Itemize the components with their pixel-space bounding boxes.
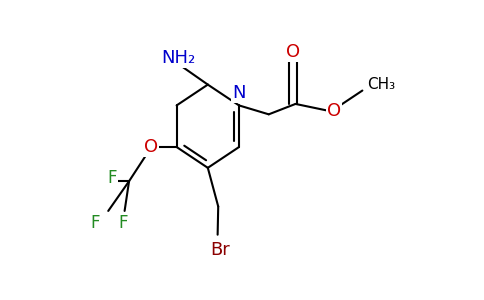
Text: F: F: [119, 214, 128, 232]
Text: NH₂: NH₂: [161, 50, 195, 68]
Text: CH₃: CH₃: [367, 77, 395, 92]
Text: F: F: [107, 169, 117, 187]
Text: N: N: [232, 84, 246, 102]
Text: O: O: [286, 43, 300, 61]
Text: O: O: [144, 138, 158, 156]
Text: F: F: [90, 214, 100, 232]
Text: O: O: [327, 102, 341, 120]
Text: Br: Br: [211, 241, 230, 259]
